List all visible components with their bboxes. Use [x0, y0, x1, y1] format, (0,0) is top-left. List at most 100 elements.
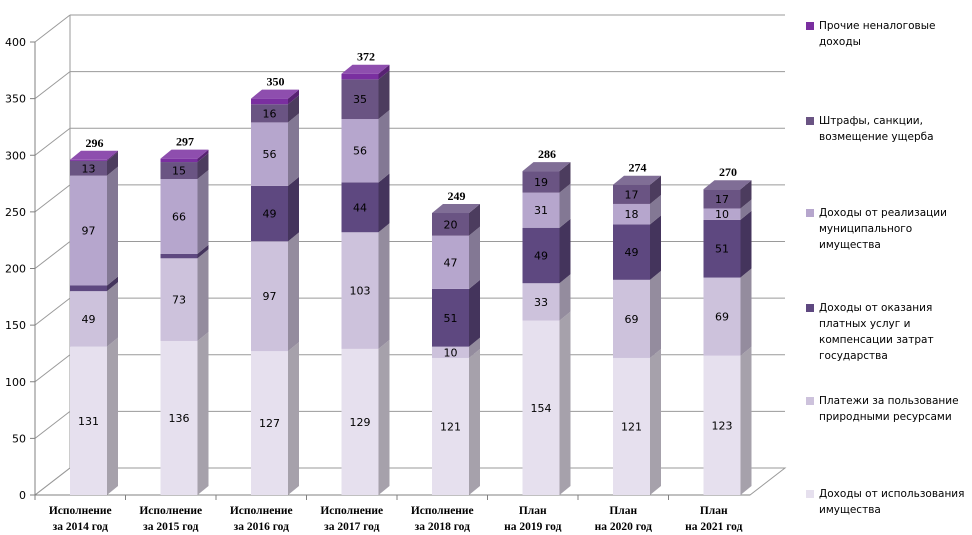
- bar-side: [740, 210, 752, 278]
- legend-item: Платежи за пользование природными ресурс…: [806, 393, 972, 425]
- bar-top: [160, 149, 209, 159]
- data-label: 49: [534, 249, 548, 262]
- legend-swatch: [806, 117, 814, 125]
- data-label: 69: [625, 313, 639, 326]
- bar-front: [703, 355, 741, 495]
- bar-segment: [341, 64, 390, 80]
- bar-side: [107, 151, 118, 176]
- bar-front: [432, 288, 469, 347]
- x-tick-label: Исполнение за 2017 год: [320, 505, 383, 533]
- y-tick-label: 0: [19, 489, 26, 502]
- bar-front: [251, 98, 288, 105]
- bar-side: [469, 337, 480, 358]
- bar-top: [341, 64, 390, 74]
- data-label: 56: [353, 145, 367, 158]
- total-label: 270: [719, 165, 737, 179]
- bar-side: [740, 268, 752, 356]
- bar-front: [613, 184, 650, 204]
- total-label: 372: [357, 50, 375, 64]
- bar-front: [703, 208, 741, 220]
- data-label: 33: [534, 296, 548, 309]
- bar-front: [613, 224, 650, 280]
- data-label: 129: [350, 416, 371, 429]
- gridline-side: [34, 241, 71, 269]
- bar-side: [288, 176, 299, 242]
- bar-front: [341, 119, 379, 183]
- bar-front: [522, 192, 560, 228]
- bar-side: [650, 215, 661, 280]
- bar-front: [160, 253, 198, 259]
- data-label: 49: [625, 246, 639, 259]
- bar-side: [378, 64, 390, 80]
- data-label: 49: [82, 313, 96, 326]
- x-tick-label: План на 2019 год: [504, 505, 561, 533]
- legend-label: Штрафы, санкции, возмещение ущерба: [819, 115, 934, 143]
- legend-item: Прочие неналоговые доходы: [806, 18, 972, 50]
- data-label: 131: [78, 415, 99, 428]
- bar-segment: [432, 226, 480, 289]
- data-label: 123: [712, 419, 733, 432]
- data-label: 20: [444, 218, 458, 231]
- bar-side: [107, 337, 118, 495]
- bar-front: [251, 104, 288, 123]
- gridline-side: [34, 410, 71, 439]
- bar-segment: [703, 210, 752, 278]
- bar-front: [432, 357, 469, 495]
- bar-front: [160, 158, 198, 163]
- y-tick-label: 200: [5, 263, 26, 276]
- data-label: 35: [353, 93, 367, 106]
- bar-segment: [703, 180, 752, 209]
- bar-front: [341, 182, 379, 233]
- bar-side: [378, 173, 390, 233]
- data-label: 17: [715, 193, 729, 206]
- data-label: 51: [715, 243, 729, 256]
- x-tick-label: Исполнение за 2016 год: [230, 505, 293, 533]
- data-label: 127: [259, 417, 280, 430]
- data-label: 97: [263, 290, 277, 303]
- bar-segment: [251, 232, 299, 352]
- data-label: 154: [531, 402, 552, 415]
- bar-side: [469, 279, 480, 347]
- bar-front: [613, 279, 650, 358]
- bar-side: [650, 175, 661, 204]
- data-label: 73: [172, 294, 186, 307]
- x-tick-label: План на 2021 год: [685, 505, 742, 533]
- bar-front: [70, 285, 107, 292]
- data-label: 17: [625, 188, 639, 201]
- bar-segment: [522, 311, 571, 495]
- y-tick-label: 100: [5, 376, 26, 389]
- bar-segment: [613, 348, 661, 495]
- bar-front: [432, 346, 469, 358]
- bar-front: [251, 351, 288, 495]
- bar-segment: [432, 337, 480, 358]
- legend-swatch: [806, 304, 814, 312]
- bar-side: [740, 346, 752, 495]
- gridline-side: [34, 354, 71, 383]
- bar-side: [469, 348, 480, 495]
- bar-front: [251, 185, 288, 242]
- bar-segment: [70, 276, 118, 292]
- axes: 0 50 100 150 200 250 300 350 400: [5, 36, 750, 502]
- bar-side: [469, 226, 480, 289]
- bar-top: [522, 162, 571, 172]
- bar-segment: [613, 270, 661, 358]
- x-tick-label: Исполнение за 2015 год: [139, 505, 202, 533]
- bar-front: [70, 175, 107, 286]
- data-label: 10: [444, 346, 458, 359]
- bar-side: [288, 89, 299, 105]
- bar-segment: [341, 339, 390, 495]
- bar-top: [251, 89, 299, 99]
- bar-segment: [251, 95, 299, 123]
- bar-front: [432, 213, 469, 236]
- bar-side: [197, 153, 209, 180]
- bar-side: [740, 180, 752, 209]
- data-label: 121: [440, 420, 461, 433]
- bar-front: [70, 159, 107, 161]
- total-label: 286: [538, 147, 556, 161]
- bar-side: [197, 249, 209, 341]
- bar-front: [522, 283, 560, 321]
- total-label: 297: [176, 135, 194, 149]
- y-tick-label: 400: [5, 36, 26, 49]
- data-label: 19: [534, 176, 548, 189]
- bar-side: [378, 70, 390, 120]
